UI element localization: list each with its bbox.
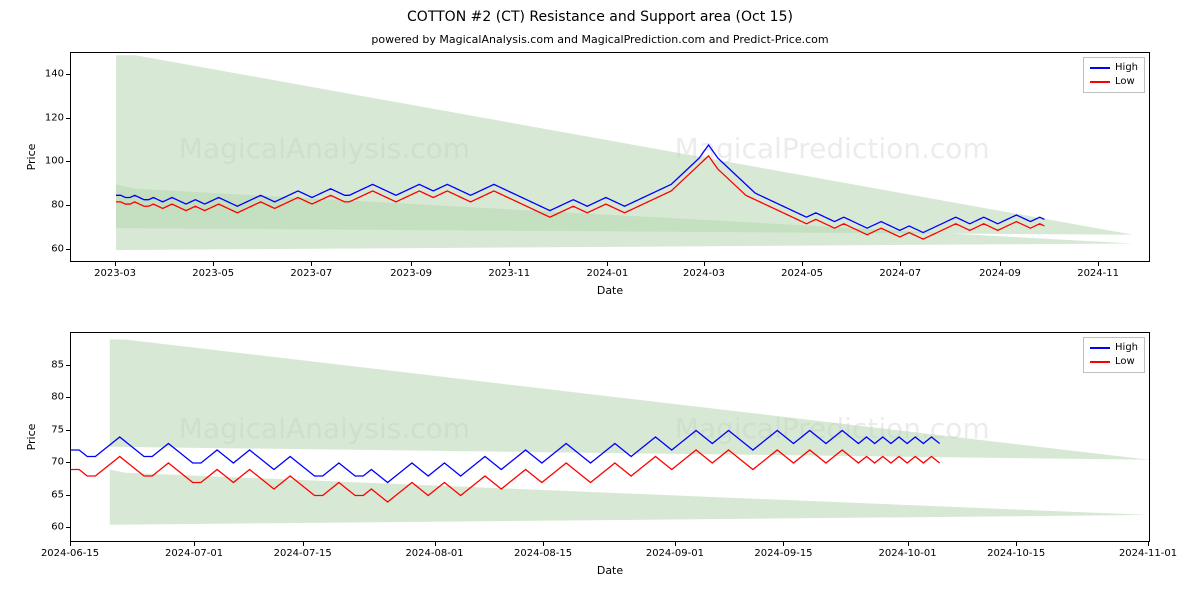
x-tick-label: 2024-11-01 bbox=[1119, 548, 1177, 559]
x-tick-mark bbox=[704, 262, 705, 266]
y-tick-label: 80 bbox=[51, 392, 64, 403]
title-text: COTTON #2 (CT) Resistance and Support ar… bbox=[407, 9, 793, 25]
legend-item: Low bbox=[1090, 355, 1138, 369]
series-svg-bottom bbox=[71, 333, 1149, 541]
x-tick-mark bbox=[435, 542, 436, 546]
y-tick-label: 85 bbox=[51, 359, 64, 370]
x-tick-label: 2024-06-15 bbox=[41, 548, 99, 559]
x-tick-label: 2023-07 bbox=[290, 268, 332, 279]
x-tick-mark bbox=[303, 542, 304, 546]
legend-label: High bbox=[1115, 61, 1138, 75]
y-tick-mark bbox=[66, 495, 70, 496]
x-tick-label: 2023-11 bbox=[488, 268, 530, 279]
x-tick-label: 2024-01 bbox=[586, 268, 628, 279]
y-tick-label: 80 bbox=[51, 200, 64, 211]
x-tick-label: 2024-09-15 bbox=[754, 548, 812, 559]
x-tick-mark bbox=[311, 262, 312, 266]
x-tick-mark bbox=[509, 262, 510, 266]
y-tick-label: 75 bbox=[51, 424, 64, 435]
x-axis-label: Date bbox=[70, 284, 1150, 297]
x-tick-label: 2024-09-01 bbox=[646, 548, 704, 559]
legend: High Low bbox=[1083, 337, 1145, 373]
y-tick-mark bbox=[66, 365, 70, 366]
subtitle-text: powered by MagicalAnalysis.com and Magic… bbox=[371, 33, 828, 46]
x-tick-mark bbox=[543, 542, 544, 546]
legend: High Low bbox=[1083, 57, 1145, 93]
y-axis-label: Price bbox=[25, 424, 38, 451]
legend-item: Low bbox=[1090, 75, 1138, 89]
legend-swatch-low bbox=[1090, 81, 1110, 83]
chart-subtitle: powered by MagicalAnalysis.com and Magic… bbox=[0, 28, 1200, 47]
y-tick-mark bbox=[66, 205, 70, 206]
x-axis-label: Date bbox=[70, 564, 1150, 577]
x-tick-mark bbox=[1098, 262, 1099, 266]
x-tick-mark bbox=[213, 262, 214, 266]
legend-label: High bbox=[1115, 341, 1138, 355]
y-tick-label: 100 bbox=[45, 156, 64, 167]
legend-item: High bbox=[1090, 341, 1138, 355]
x-tick-label: 2024-10-15 bbox=[987, 548, 1045, 559]
x-tick-mark bbox=[115, 262, 116, 266]
x-tick-label: 2024-07-15 bbox=[274, 548, 332, 559]
x-tick-mark bbox=[411, 262, 412, 266]
x-tick-mark bbox=[70, 542, 71, 546]
y-tick-label: 120 bbox=[45, 112, 64, 123]
legend-swatch-low bbox=[1090, 361, 1110, 363]
legend-item: High bbox=[1090, 61, 1138, 75]
plot-area-top: MagicalAnalysis.com MagicalPrediction.co… bbox=[70, 52, 1150, 262]
y-tick-label: 60 bbox=[51, 522, 64, 533]
x-tick-mark bbox=[802, 262, 803, 266]
y-tick-mark bbox=[66, 430, 70, 431]
x-tick-label: 2024-07-01 bbox=[165, 548, 223, 559]
x-tick-label: 2023-03 bbox=[94, 268, 136, 279]
chart-panel-top: MagicalAnalysis.com MagicalPrediction.co… bbox=[70, 52, 1150, 262]
x-tick-label: 2024-11 bbox=[1077, 268, 1119, 279]
x-tick-label: 2024-09 bbox=[979, 268, 1021, 279]
x-tick-mark bbox=[194, 542, 195, 546]
x-tick-label: 2023-09 bbox=[390, 268, 432, 279]
x-tick-label: 2024-03 bbox=[683, 268, 725, 279]
x-tick-label: 2024-08-15 bbox=[514, 548, 572, 559]
chart-panel-bottom: MagicalAnalysis.com MagicalPrediction.co… bbox=[70, 332, 1150, 542]
x-tick-mark bbox=[675, 542, 676, 546]
x-tick-mark bbox=[1000, 262, 1001, 266]
x-tick-mark bbox=[783, 542, 784, 546]
chart-title: COTTON #2 (CT) Resistance and Support ar… bbox=[0, 6, 1200, 25]
legend-label: Low bbox=[1115, 75, 1135, 89]
x-tick-label: 2024-05 bbox=[781, 268, 823, 279]
series-svg-top bbox=[71, 53, 1149, 261]
x-tick-mark bbox=[900, 262, 901, 266]
y-tick-label: 65 bbox=[51, 489, 64, 500]
x-tick-mark bbox=[1016, 542, 1017, 546]
y-tick-label: 140 bbox=[45, 68, 64, 79]
y-tick-mark bbox=[66, 118, 70, 119]
y-tick-mark bbox=[66, 527, 70, 528]
y-tick-mark bbox=[66, 397, 70, 398]
legend-swatch-high bbox=[1090, 347, 1110, 349]
y-tick-mark bbox=[66, 462, 70, 463]
legend-swatch-high bbox=[1090, 67, 1110, 69]
x-tick-mark bbox=[1148, 542, 1149, 546]
y-axis-label: Price bbox=[25, 144, 38, 171]
y-tick-mark bbox=[66, 74, 70, 75]
support-resistance-area bbox=[110, 340, 1149, 460]
x-tick-label: 2024-10-01 bbox=[879, 548, 937, 559]
x-tick-mark bbox=[607, 262, 608, 266]
y-tick-mark bbox=[66, 161, 70, 162]
x-tick-label: 2023-05 bbox=[192, 268, 234, 279]
figure: COTTON #2 (CT) Resistance and Support ar… bbox=[0, 0, 1200, 600]
x-tick-label: 2024-07 bbox=[879, 268, 921, 279]
x-tick-mark bbox=[908, 542, 909, 546]
legend-label: Low bbox=[1115, 355, 1135, 369]
y-tick-label: 70 bbox=[51, 457, 64, 468]
plot-area-bottom: MagicalAnalysis.com MagicalPrediction.co… bbox=[70, 332, 1150, 542]
support-resistance-area bbox=[110, 470, 1149, 525]
y-tick-label: 60 bbox=[51, 244, 64, 255]
x-tick-label: 2024-08-01 bbox=[405, 548, 463, 559]
y-tick-mark bbox=[66, 249, 70, 250]
